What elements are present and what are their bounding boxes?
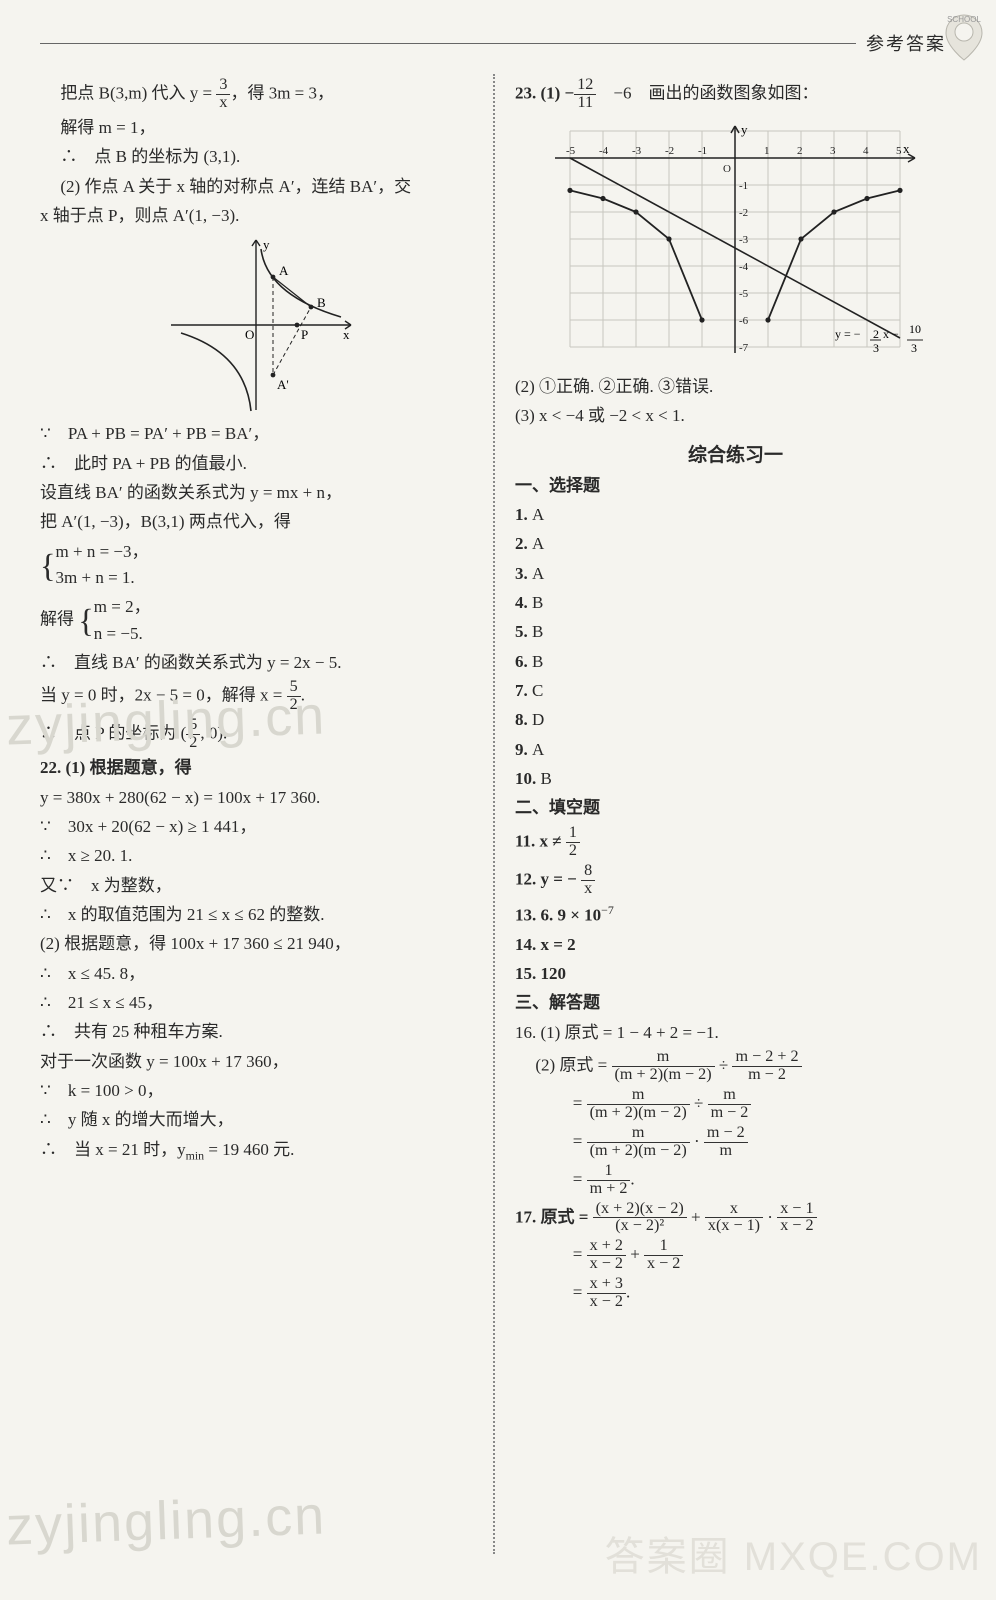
text-line: 又∵ x 为整数， [40,873,481,899]
problem-23: 23. (1) −1211 −6 画出的函数图象如图： [515,77,956,112]
svg-text:O: O [723,163,731,175]
svg-text:-5: -5 [739,288,749,300]
text-line: 对于一次函数 y = 100x + 17 360， [40,1049,481,1075]
answer-item: 9. A [515,737,956,763]
svg-text:y: y [741,122,748,137]
answer-item: 5. B [515,619,956,645]
diagram-reflection: x y O A B P A' [161,235,361,415]
subsection-answer: 三、解答题 [515,990,956,1016]
text-line: (3) x < −4 或 −2 < x < 1. [515,403,956,429]
answer-item: = m(m + 2)(m − 2) ÷ mm − 2 [515,1087,956,1122]
text-line: 解得 m = 1， [40,115,481,141]
svg-text:4: 4 [863,145,869,157]
text-line: ∵ 30x + 20(62 − x) ≥ 1 441， [40,814,481,840]
text-line: ∴ 此时 PA + PB 的值最小. [40,451,481,477]
answer-item: 12. y = − 8x [515,863,956,898]
answer-item: 7. C [515,678,956,704]
text-line: 把 A′(1, −3)，B(3,1) 两点代入，得 [40,509,481,535]
text-line: ∴ 点 P 的坐标为 (52, 0). [40,717,481,752]
svg-text:-5: -5 [566,145,576,157]
answer-item: 15. 120 [515,961,956,987]
answer-item: = x + 3x − 2. [515,1276,956,1311]
svg-text:3: 3 [873,341,879,355]
svg-text:-4: -4 [599,145,609,157]
text-line: ∵ PA + PB = PA′ + PB = BA′， [40,421,481,447]
svg-text:x: x [903,141,910,156]
svg-text:O: O [245,327,254,342]
answer-item: 6. B [515,649,956,675]
text-line: x 轴于点 P，则点 A′(1, −3). [40,203,481,229]
answer-item: 11. x ≠ 12 [515,825,956,860]
svg-text:-2: -2 [665,145,674,157]
section-title: 综合练习一 [515,440,956,467]
text-line: (2) 根据题意，得 100x + 17 360 ≤ 21 940， [40,931,481,957]
svg-text:A: A [279,263,289,278]
svg-text:SCHOOL: SCHOOL [947,15,981,24]
text-line: ∴ x 的取值范围为 21 ≤ x ≤ 62 的整数. [40,902,481,928]
svg-text:y: y [263,237,270,252]
svg-text:-1: -1 [698,145,707,157]
answer-item: 14. x = 2 [515,932,956,958]
svg-text:3: 3 [830,145,836,157]
problem-22: 22. (1) 根据题意，得 [40,755,481,781]
text-line: ∴ 直线 BA′ 的函数关系式为 y = 2x − 5. [40,650,481,676]
text-line: ∴ x ≥ 20. 1. [40,843,481,869]
svg-text:A': A' [277,377,289,392]
text-line: ∴ 共有 25 种租车方案. [40,1019,481,1045]
svg-text:2: 2 [797,145,803,157]
svg-text:-3: -3 [739,234,749,246]
svg-text:B: B [317,295,326,310]
svg-text:10: 10 [909,322,921,336]
equation-system: 解得 {m = 2，n = −5. [40,594,481,647]
svg-text:1: 1 [764,145,770,157]
answer-item: 17. 原式 = (x + 2)(x − 2)(x − 2)² + xx(x −… [515,1201,956,1236]
answer-item: 16. (1) 原式 = 1 − 4 + 2 = −1. [515,1020,956,1046]
page-header: 参考答案 [40,30,956,56]
answer-item: = x + 2x − 2 + 1x − 2 [515,1238,956,1273]
text-line: 把点 B(3,m) 代入 y = 3x，得 3m = 3， [40,77,481,112]
svg-text:-1: -1 [739,180,748,192]
svg-text:-4: -4 [739,261,749,273]
function-graph: -5-4-3-2-112345-1-2-3-4-5-6-7O x y y = −… [535,118,935,368]
column-divider [493,74,499,1554]
svg-text:-2: -2 [739,207,748,219]
svg-text:x: x [343,327,350,342]
answer-item: 8. D [515,707,956,733]
answer-item: = m(m + 2)(m − 2) · m − 2m [515,1125,956,1160]
equation-system: {m + n = −3，3m + n = 1. [40,539,481,592]
answer-item: 4. B [515,590,956,616]
svg-text:-7: -7 [739,342,749,354]
text-line: y = 380x + 280(62 − x) = 100x + 17 360. [40,785,481,811]
svg-text:P: P [301,327,308,342]
answer-item: (2) 原式 = m(m + 2)(m − 2) ÷ m − 2 + 2m − … [515,1049,956,1084]
right-column: 23. (1) −1211 −6 画出的函数图象如图： -5-4-3-2-112… [507,74,956,1554]
svg-text:y = −: y = − [835,327,861,341]
text-line: ∴ 当 x = 21 时，ymin = 19 460 元. [40,1137,481,1165]
text-line: 设直线 BA′ 的函数关系式为 y = mx + n， [40,480,481,506]
answer-item: = 1m + 2. [515,1163,956,1198]
subsection-choice: 一、选择题 [515,473,956,499]
subsection-fill: 二、填空题 [515,795,956,821]
answer-item: 10. B [515,766,956,792]
svg-text:x −: x − [883,327,899,341]
svg-text:3: 3 [911,341,917,355]
text-line: 当 y = 0 时，2x − 5 = 0，解得 x = 52. [40,679,481,714]
school-badge-icon: SCHOOL [936,10,992,66]
answer-item: 13. 6. 9 × 10−7 [515,901,956,929]
answer-item: 2. A [515,531,956,557]
text-line: ∴ y 随 x 的增大而增大， [40,1107,481,1133]
text-line: ∵ k = 100 > 0， [40,1078,481,1104]
text-line: ∴ 点 B 的坐标为 (3,1). [40,144,481,170]
svg-text:-3: -3 [632,145,642,157]
answer-item: 1. A [515,502,956,528]
text-line: (2) ①正确. ②正确. ③错误. [515,374,956,400]
text-line: ∴ x ≤ 45. 8， [40,961,481,987]
answer-item: 3. A [515,561,956,587]
svg-text:5: 5 [896,145,902,157]
text-line: ∴ 21 ≤ x ≤ 45， [40,990,481,1016]
text-line: (2) 作点 A 关于 x 轴的对称点 A′，连结 BA′，交 [40,174,481,200]
svg-text:-6: -6 [739,315,749,327]
svg-text:2: 2 [873,327,879,341]
left-column: 把点 B(3,m) 代入 y = 3x，得 3m = 3， 解得 m = 1， … [40,74,485,1554]
